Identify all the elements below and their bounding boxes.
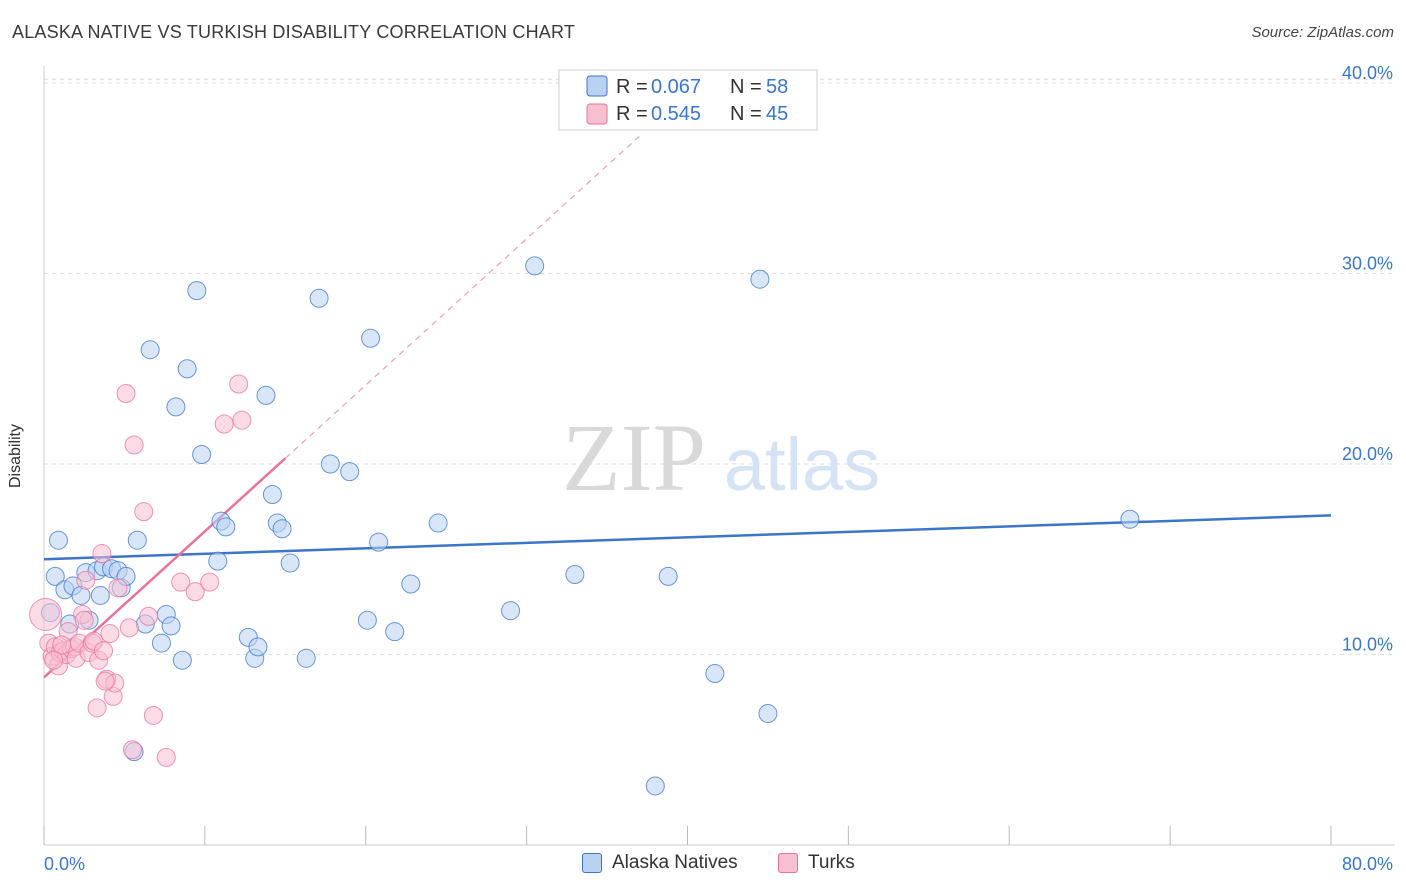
legend-r-label-alaska: R = xyxy=(616,76,648,98)
bottom-legend-swatch-alaska xyxy=(582,853,602,873)
point-alaska-35 xyxy=(262,484,282,504)
point-alaska-33 xyxy=(248,637,268,657)
point-alaska-37 xyxy=(272,519,292,539)
point-alaska-41 xyxy=(320,454,340,474)
point-alaska-57 xyxy=(1120,509,1140,529)
point-alaska-45 xyxy=(369,532,389,552)
point-alaska-2 xyxy=(48,530,68,550)
x-tick-label-max: 80.0% xyxy=(1342,854,1393,874)
point-turks-42 xyxy=(52,635,72,655)
point-turks-18 xyxy=(87,698,107,718)
x-tick-label-min: 0.0% xyxy=(44,854,85,874)
point-turks-23 xyxy=(100,624,120,644)
legend-swatch-alaska xyxy=(586,75,608,97)
point-alaska-54 xyxy=(705,664,725,684)
point-turks-33 xyxy=(143,705,163,725)
point-turks-30 xyxy=(124,435,144,455)
bottom-legend-turks: Turks xyxy=(778,852,855,874)
watermark-atlas: atlas xyxy=(724,423,880,506)
point-alaska-56 xyxy=(758,704,778,724)
tick-labels: 10.0% 20.0% 30.0% 40.0% 0.0% 80.0% xyxy=(44,63,1393,874)
legend-r-label-turks: R = xyxy=(616,103,648,125)
point-alaska-42 xyxy=(340,462,360,482)
trend-line-alaska xyxy=(43,514,1332,561)
point-alaska-20 xyxy=(151,633,171,653)
point-turks-31 xyxy=(134,502,154,522)
point-turks-43 xyxy=(44,650,64,670)
point-alaska-50 xyxy=(525,256,545,276)
trend-line-turks-extension xyxy=(284,135,640,459)
point-alaska-43 xyxy=(357,610,377,630)
legend-n-value-alaska: 58 xyxy=(766,76,788,98)
point-alaska-53 xyxy=(658,566,678,586)
y-tick-label-0: 10.0% xyxy=(1342,635,1393,655)
point-alaska-55 xyxy=(750,269,770,289)
legend-r-value-alaska: 0.067 xyxy=(651,76,701,98)
point-alaska-48 xyxy=(428,513,448,533)
point-alaska-51 xyxy=(565,564,585,584)
legend-n-value-turks: 45 xyxy=(766,103,788,125)
point-turks-39 xyxy=(229,374,249,394)
point-turks-37 xyxy=(200,572,220,592)
y-tick-label-1: 20.0% xyxy=(1342,444,1393,464)
legend-swatch-turks xyxy=(586,103,608,125)
y-tick-label-2: 30.0% xyxy=(1342,254,1393,274)
point-turks-27 xyxy=(116,384,136,404)
point-turks-34 xyxy=(156,747,176,767)
bottom-legend-swatch-turks xyxy=(778,853,798,873)
point-alaska-52 xyxy=(645,776,665,796)
point-alaska-49 xyxy=(501,601,521,621)
point-alaska-39 xyxy=(296,648,316,668)
source-note: Source: ZipAtlas.com xyxy=(1251,24,1394,41)
bottom-legend-label-alaska: Alaska Natives xyxy=(612,852,738,873)
point-turks-36 xyxy=(185,582,205,602)
bottom-legend-alaska: Alaska Natives xyxy=(582,852,738,874)
watermark: ZIP atlas xyxy=(562,404,880,511)
point-alaska-44 xyxy=(361,328,381,348)
point-turks-38 xyxy=(214,414,234,434)
point-turks-44 xyxy=(95,671,115,691)
axes xyxy=(43,66,1395,846)
point-turks-29 xyxy=(122,740,142,760)
data-points xyxy=(29,256,1140,796)
point-alaska-27 xyxy=(192,444,212,464)
legend-n-label-alaska: N = xyxy=(730,76,762,98)
legend-n-label-turks: N = xyxy=(730,103,762,125)
gridlines xyxy=(44,78,1395,655)
point-alaska-1 xyxy=(45,566,65,586)
legend-r-value-turks: 0.545 xyxy=(651,103,701,125)
point-turks-21 xyxy=(94,641,114,661)
point-alaska-38 xyxy=(280,553,300,573)
point-turks-28 xyxy=(119,618,139,638)
point-turks-0 xyxy=(29,597,63,631)
point-alaska-40 xyxy=(309,288,329,308)
point-alaska-17 xyxy=(127,530,147,550)
point-alaska-10 xyxy=(90,585,110,605)
point-alaska-26 xyxy=(187,281,207,301)
watermark-zip: ZIP xyxy=(562,404,706,511)
point-alaska-30 xyxy=(216,517,236,537)
point-alaska-28 xyxy=(208,551,228,571)
y-tick-label-3: 40.0% xyxy=(1342,63,1393,83)
point-alaska-46 xyxy=(385,622,405,642)
point-turks-26 xyxy=(108,578,128,598)
point-alaska-22 xyxy=(161,616,181,636)
point-turks-32 xyxy=(139,606,159,626)
point-alaska-19 xyxy=(140,340,160,360)
point-turks-35 xyxy=(171,572,191,592)
legend-box: R = 0.067 N = 58 R = 0.545 N = 45 xyxy=(558,69,818,131)
point-turks-14 xyxy=(76,570,96,590)
point-alaska-34 xyxy=(256,385,276,405)
point-turks-40 xyxy=(232,410,252,430)
point-alaska-47 xyxy=(401,574,421,594)
point-alaska-25 xyxy=(177,359,197,379)
bottom-legend-label-turks: Turks xyxy=(808,852,855,873)
point-alaska-24 xyxy=(172,650,192,670)
point-turks-41 xyxy=(74,610,94,630)
point-alaska-23 xyxy=(166,397,186,417)
chart-title: ALASKA NATIVE VS TURKISH DISABILITY CORR… xyxy=(12,22,576,42)
point-turks-20 xyxy=(92,544,112,564)
